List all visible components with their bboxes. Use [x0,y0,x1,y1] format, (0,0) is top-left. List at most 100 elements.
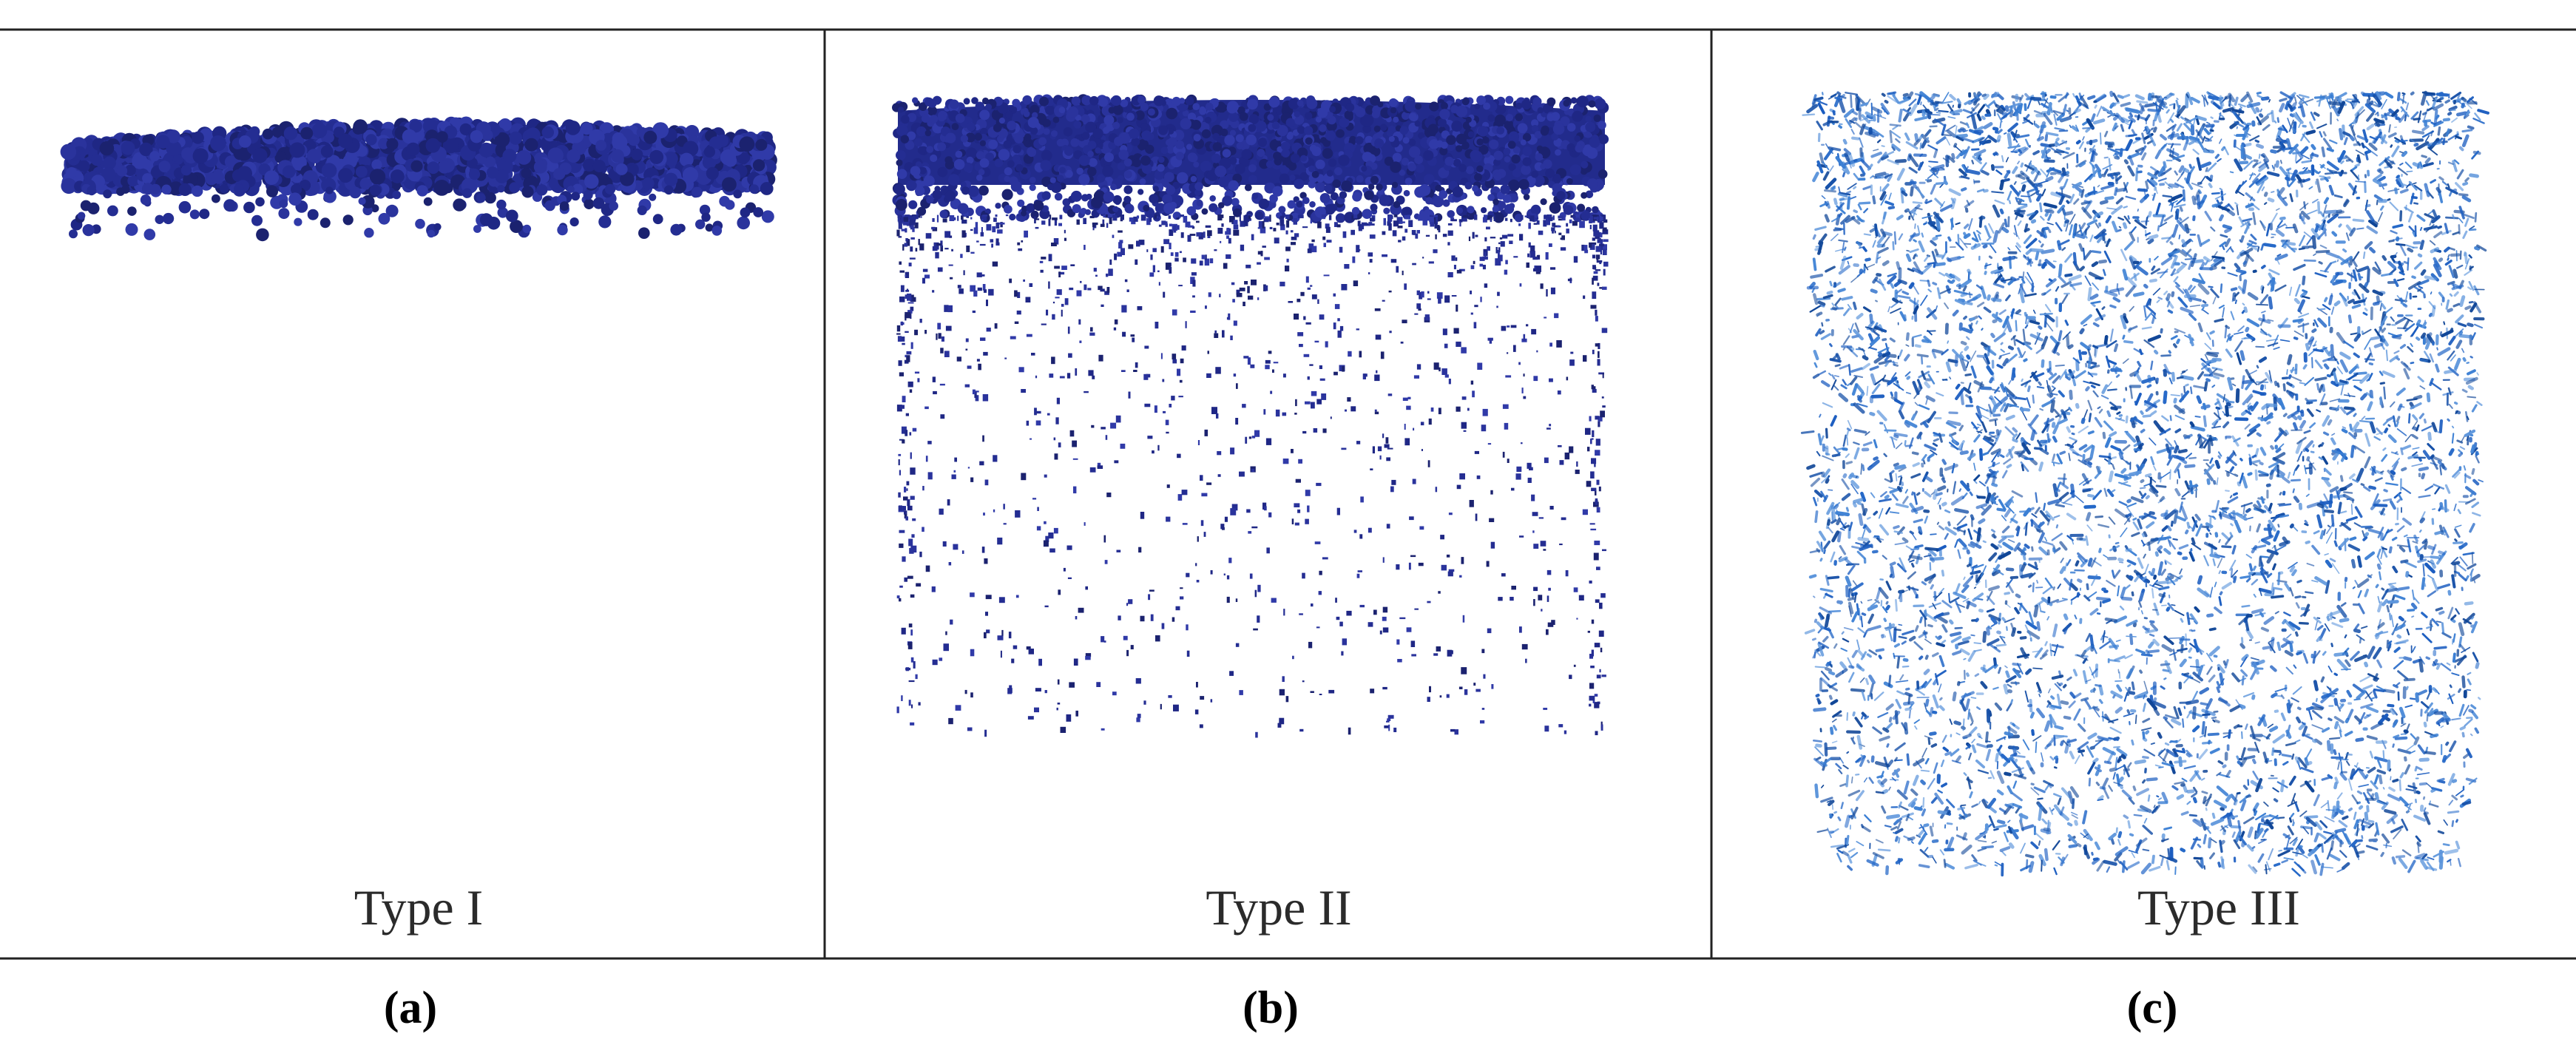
particle [1479,263,1484,267]
particle [901,627,906,635]
particle [1177,368,1181,376]
particle [1416,163,1425,173]
particle [899,372,904,376]
particle [1177,494,1183,501]
particle [1573,256,1578,263]
particle [1117,117,1123,124]
particle [649,149,664,164]
particle [1034,407,1037,416]
particle [915,248,918,252]
particle [1233,224,1239,230]
particle [1027,716,1034,720]
particle [720,149,737,166]
particle [963,162,973,172]
particle [1563,730,1567,734]
particle [1311,294,1317,300]
particle [1124,203,1135,214]
particle [521,186,534,198]
particle [1461,667,1467,674]
particle [1598,486,1601,492]
particle [1285,696,1289,703]
particle [1533,599,1535,606]
particle [1047,413,1050,416]
particle [1376,183,1383,191]
particle [976,359,980,362]
particle [947,305,953,313]
particle [1136,215,1140,219]
particle [1356,573,1360,578]
particle [1246,509,1251,513]
particle [1314,541,1321,544]
particle [908,263,912,267]
particle [1054,266,1060,269]
particle [1472,231,1475,239]
particle [1557,390,1561,395]
particle [342,214,354,226]
particle [1487,443,1492,445]
particle [899,505,902,511]
particle [1400,221,1405,223]
particle [1126,289,1129,292]
particle [1482,256,1488,260]
particle [1112,234,1115,238]
particle [468,168,481,180]
particle [899,470,901,476]
particle [1487,114,1495,122]
particle [1511,487,1515,491]
particle [140,195,152,206]
particle [985,595,992,600]
particle [899,296,905,302]
particle [289,142,305,158]
particle [1315,159,1325,169]
particle [1264,257,1270,260]
particle [955,150,963,158]
particle [908,700,911,706]
particle [1133,370,1137,372]
particle [1527,214,1531,218]
particle [953,159,965,170]
particle [1038,137,1047,146]
particle [1540,198,1547,206]
particle [1585,115,1592,123]
particle [509,182,520,193]
particle [1504,269,1508,275]
particle [1273,228,1277,231]
particle [1121,305,1127,313]
particle [1247,98,1258,110]
particle [961,215,964,220]
particle [1169,243,1172,249]
particle [121,185,130,194]
particle [1285,118,1295,127]
particle [1135,678,1141,684]
particle [1575,144,1583,153]
particle [1462,615,1465,623]
particle [1444,343,1448,348]
particle [963,98,970,105]
particle [192,185,203,197]
particle [1058,106,1066,114]
particle [1388,135,1395,142]
particle [906,355,910,362]
particle [1597,359,1600,366]
particle [1175,152,1184,160]
particle [1285,266,1290,271]
particle [1462,214,1469,218]
particle [1370,689,1375,694]
particle [927,472,933,480]
particle [1410,640,1416,647]
particle [437,160,451,174]
particle [1595,498,1598,505]
particle [1388,290,1392,293]
particle [1507,352,1509,354]
particle [1412,478,1416,484]
particle [961,230,966,238]
particle [1120,248,1125,255]
particle [1382,300,1385,302]
particle [939,383,945,386]
particle [1522,157,1532,166]
particle [1440,535,1444,540]
particle [1531,494,1535,501]
particle [976,272,982,277]
particle [649,193,657,201]
particle [908,680,915,683]
